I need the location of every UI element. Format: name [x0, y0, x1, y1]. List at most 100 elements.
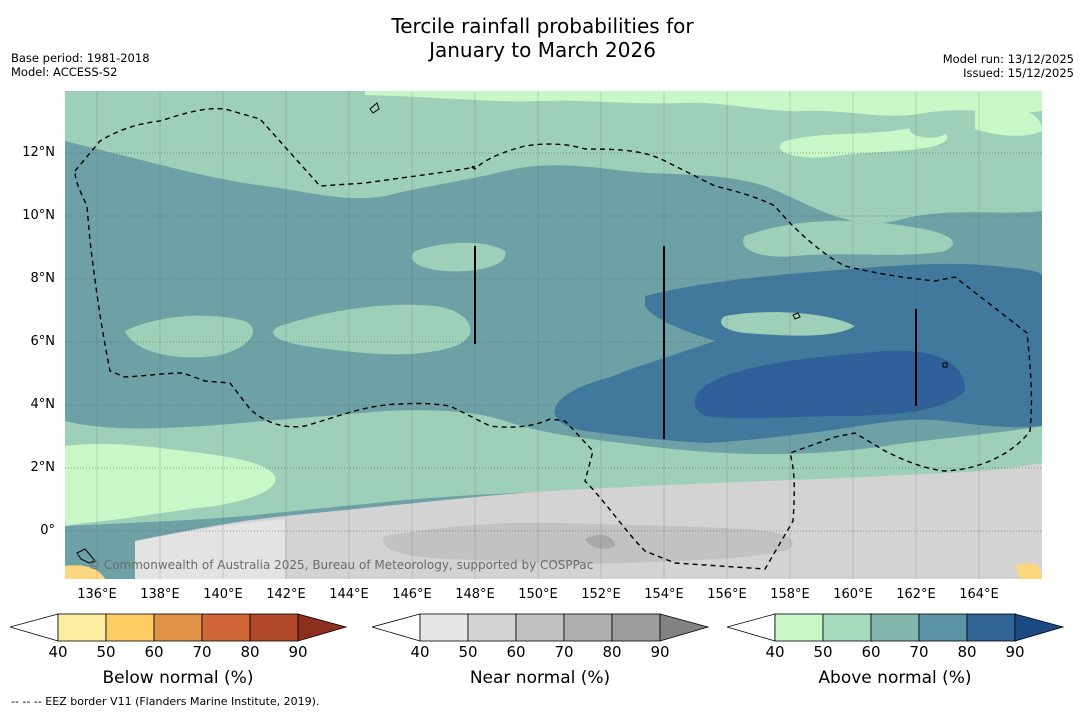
cbar-tick: 90 — [288, 643, 308, 661]
zone-above-90 — [694, 350, 965, 419]
cbar-swatch — [1014, 613, 1065, 642]
cbar-tick: 40 — [48, 643, 68, 661]
zone-above-60-patch-a — [910, 117, 951, 138]
lon-label: 142°E — [266, 587, 306, 602]
colorbar-above-svg — [725, 613, 1065, 642]
title-line-2: January to March 2026 — [429, 38, 656, 62]
cbar-swatch — [774, 613, 824, 642]
cbar-tick: 50 — [96, 643, 116, 661]
cbar-tick: 90 — [650, 643, 670, 661]
cbar-swatch — [370, 613, 421, 642]
cbar-swatch — [201, 613, 251, 642]
cbar-swatch — [563, 613, 613, 642]
cbar-swatch — [822, 613, 872, 642]
zone-above-50-patch-2 — [975, 108, 1042, 136]
cbar-swatch — [725, 613, 776, 642]
cbar-tick: 90 — [1005, 643, 1025, 661]
lat-gridlines — [65, 152, 1042, 532]
run-info: Model run: 13/12/2025 Issued: 15/12/2025 — [943, 52, 1074, 80]
cbar-swatch — [870, 613, 920, 642]
cbar-tick: 70 — [909, 643, 929, 661]
cbar-tick: 80 — [602, 643, 622, 661]
cbar-swatch — [419, 613, 469, 642]
cbar-swatch — [659, 613, 710, 642]
zone-near-50 — [135, 519, 285, 579]
cbar-swatch — [611, 613, 661, 642]
cbar-swatch — [467, 613, 517, 642]
zone-above-60-south — [65, 410, 1042, 526]
zone-above-60-patch-e — [721, 312, 855, 336]
colorbar-below-svg — [8, 613, 348, 642]
lon-label: 158°E — [770, 587, 810, 602]
longitude-markers — [474, 246, 917, 439]
cbar-swatch — [8, 613, 59, 642]
cbar-tick: 80 — [240, 643, 260, 661]
cbar-swatch — [249, 613, 299, 642]
islands — [76, 102, 948, 564]
cbar-tick: 70 — [192, 643, 212, 661]
eez-borders — [74, 107, 1033, 570]
lat-label: 0° — [40, 523, 55, 538]
lon-label: 160°E — [833, 587, 873, 602]
map-panel — [65, 91, 1042, 579]
zone-above-50-north — [365, 91, 1042, 116]
cbar-swatch — [297, 613, 348, 642]
cbar-tick: 80 — [957, 643, 977, 661]
lon-label: 154°E — [644, 587, 684, 602]
below-normal-label: Below normal (%) — [102, 668, 254, 688]
lat-label: 12°N — [22, 145, 55, 160]
lon-label: 148°E — [455, 587, 495, 602]
lon-gridlines — [96, 91, 980, 579]
colorbar-near-normal — [370, 613, 712, 647]
zone-near-60 — [135, 463, 1042, 579]
zone-above-60-patch-d — [743, 220, 953, 257]
cbar-tick: 40 — [765, 643, 785, 661]
lat-label: 4°N — [30, 397, 56, 412]
lon-label: 140°E — [203, 587, 243, 602]
zone-above-60-mid — [273, 304, 471, 355]
chart-title: Tercile rainfall probabilities for Janua… — [0, 14, 1085, 62]
zone-above-50-south — [65, 443, 276, 526]
model-info: Base period: 1981-2018 Model: ACCESS-S2 — [11, 51, 150, 79]
lat-label: 6°N — [30, 334, 56, 349]
cbar-tick: 60 — [144, 643, 164, 661]
cbar-tick: 70 — [554, 643, 574, 661]
cbar-tick: 50 — [458, 643, 478, 661]
near-normal-label: Near normal (%) — [469, 668, 611, 688]
cbar-swatch — [918, 613, 968, 642]
zone-above-60-patch-b — [411, 242, 506, 272]
cbar-tick: 50 — [813, 643, 833, 661]
above-normal-label: Above normal (%) — [818, 668, 972, 688]
cbar-tick: 60 — [506, 643, 526, 661]
cbar-swatch — [57, 613, 107, 642]
cbar-swatch — [105, 613, 155, 642]
cbar-swatch — [966, 613, 1016, 642]
colorbar-above-normal — [725, 613, 1067, 647]
lon-label: 146°E — [392, 587, 432, 602]
issued-date: Issued: 15/12/2025 — [963, 66, 1074, 80]
zone-below-50-west — [65, 565, 105, 579]
colorbar-below-normal — [8, 613, 350, 647]
zone-below-50-east — [1015, 563, 1042, 579]
lon-label: 136°E — [77, 587, 117, 602]
cbar-swatch — [153, 613, 203, 642]
eez-footnote: -- -- -- EEZ border V11 (Flanders Marine… — [11, 695, 320, 708]
base-period: Base period: 1981-2018 — [11, 51, 150, 65]
lon-label: 144°E — [329, 587, 369, 602]
zone-above-60-north — [65, 91, 1042, 223]
zone-above-60-patch-c — [125, 315, 254, 358]
cbar-tick: 40 — [410, 643, 430, 661]
lon-label: 162°E — [896, 587, 936, 602]
colorbar-near-svg — [370, 613, 710, 642]
zone-above-50-patch-1 — [779, 128, 948, 158]
zone-near-70 — [383, 522, 793, 564]
copyright-text: © Commonwealth of Australia 2025, Bureau… — [88, 558, 594, 572]
lon-label: 156°E — [707, 587, 747, 602]
lon-label: 152°E — [581, 587, 621, 602]
lat-label: 8°N — [30, 271, 56, 286]
lon-label: 164°E — [959, 587, 999, 602]
lon-label: 138°E — [140, 587, 180, 602]
lat-label: 2°N — [30, 460, 56, 475]
title-line-1: Tercile rainfall probabilities for — [391, 14, 694, 38]
cbar-tick: 60 — [861, 643, 881, 661]
